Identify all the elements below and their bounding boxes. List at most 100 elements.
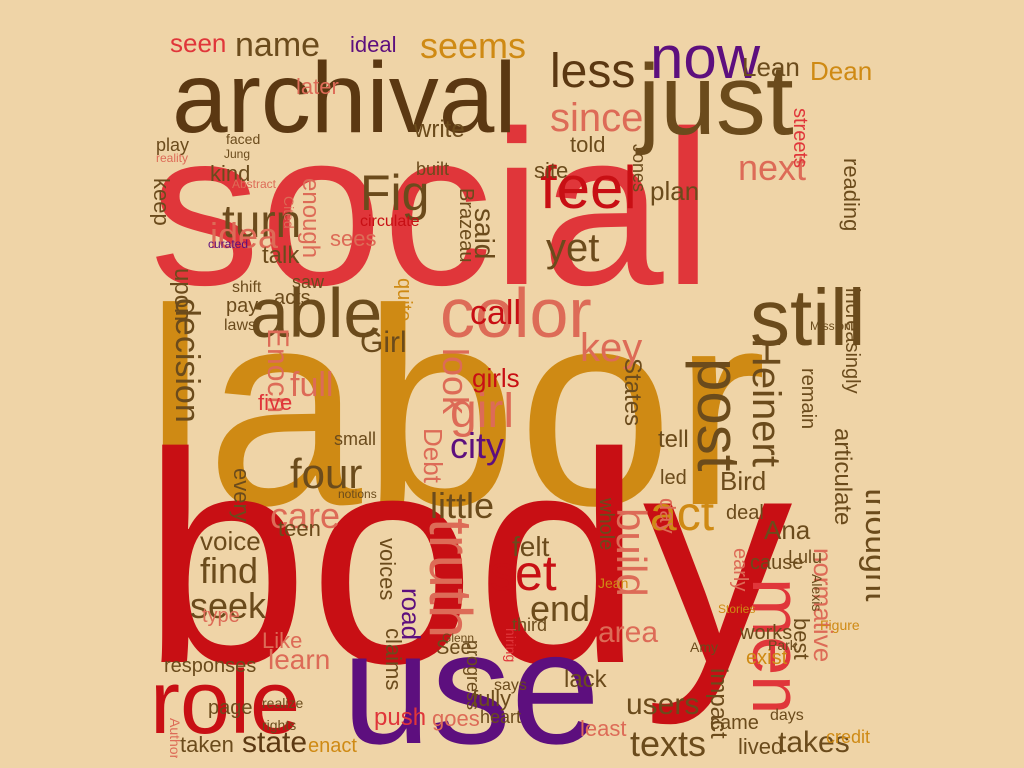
- word-state: state: [242, 726, 308, 758]
- word-author: Author: [167, 718, 183, 758]
- word-articulate: articulate: [829, 428, 856, 526]
- word-jones: Jones: [629, 144, 649, 193]
- word-social: social: [150, 85, 713, 331]
- word-jean: Jean: [598, 575, 629, 591]
- word-still: still: [750, 273, 866, 362]
- word-says: says: [494, 677, 527, 694]
- word-increasingly: increasingly: [841, 288, 863, 394]
- word-notions: notions: [338, 487, 377, 501]
- word-yet: yet: [546, 226, 600, 270]
- word-city: city: [450, 425, 504, 466]
- word-role: role: [150, 653, 301, 753]
- word-saw: saw: [292, 272, 325, 292]
- word-full: full: [290, 366, 334, 404]
- word-girls: girls: [472, 363, 520, 393]
- word-kind: kind: [210, 161, 251, 186]
- word-remain: remain: [797, 368, 819, 430]
- word-progress: progress: [463, 640, 483, 711]
- word-works: works: [740, 622, 793, 644]
- word-girl: Girl: [360, 326, 407, 359]
- word-seek: seek: [190, 585, 267, 626]
- word-small: small: [334, 429, 377, 449]
- word-glenn: Glenn: [442, 631, 475, 645]
- word-post: post: [685, 358, 752, 472]
- word-day: day: [655, 498, 680, 534]
- word-upon: upon: [169, 268, 196, 322]
- word-ana: Ana: [764, 515, 811, 545]
- word-less: less: [550, 45, 636, 98]
- word-jung: Jung: [224, 147, 251, 161]
- word-key: key: [580, 326, 643, 370]
- word-texts: texts: [630, 723, 707, 759]
- word-fully: fully: [472, 686, 512, 711]
- word-just: just: [638, 44, 794, 156]
- word-faced: faced: [226, 131, 261, 147]
- word-park: Park: [768, 637, 797, 653]
- word-responses: responses: [164, 655, 257, 677]
- word-heinert: Heinert: [744, 338, 788, 467]
- word-page: page: [208, 697, 253, 719]
- word-now: now: [650, 28, 761, 91]
- word-site: site: [534, 158, 569, 183]
- word-third: third: [512, 615, 548, 635]
- word-tell: tell: [658, 426, 689, 453]
- word-states: States: [619, 358, 646, 427]
- word-write: write: [414, 116, 465, 143]
- word-cause: cause: [750, 552, 804, 574]
- word-lulu: Lulu: [788, 547, 823, 567]
- word-type: type: [202, 605, 240, 627]
- word-see: See: [436, 637, 472, 659]
- word-fig: Fig: [360, 165, 430, 221]
- word-ideal: ideal: [350, 32, 397, 57]
- word-built: built: [416, 159, 450, 179]
- word-teen: teen: [278, 516, 321, 541]
- word-look: look: [435, 348, 476, 415]
- word-labor: labor: [150, 252, 767, 564]
- word-heart: heart: [480, 707, 522, 727]
- word-dean: Dean: [810, 56, 873, 86]
- word-felt: felt: [512, 531, 550, 562]
- word-enough: enough: [297, 178, 324, 259]
- word-five: five: [258, 390, 293, 415]
- word-early: early: [729, 548, 751, 592]
- word-next: next: [738, 147, 807, 188]
- word-truth: truth: [417, 518, 484, 639]
- word-led: led: [660, 467, 687, 489]
- word-learn: learn: [268, 644, 331, 675]
- word-find: find: [200, 550, 259, 591]
- word-hiring: hiring: [503, 628, 519, 663]
- word-care: care: [270, 495, 341, 536]
- word-able: able: [250, 274, 383, 352]
- word-four: four: [290, 450, 363, 497]
- word-cited: Cited: [281, 196, 297, 229]
- word-users: users: [626, 688, 700, 721]
- word-talk: talk: [262, 242, 300, 269]
- word-lived: lived: [738, 734, 784, 758]
- word-push: push: [374, 704, 427, 731]
- word-turn: turn: [222, 195, 302, 247]
- word-later: later: [296, 74, 339, 99]
- word-credit: credit: [826, 727, 871, 747]
- word-circulate: circulate: [360, 213, 420, 230]
- word-days: days: [770, 707, 804, 724]
- word-thought: thought: [858, 488, 880, 602]
- word-laws: laws: [224, 317, 257, 334]
- word-seen: seen: [170, 28, 227, 58]
- word-told: told: [570, 132, 606, 157]
- word-girl: girl: [450, 385, 515, 438]
- word-rights: rights: [262, 717, 297, 733]
- word-since: since: [550, 96, 644, 140]
- word-seems: seems: [420, 28, 527, 66]
- word-cloud: labor body social use debt archival just role co…: [150, 28, 880, 758]
- word-enact: enact: [308, 735, 357, 757]
- word-lean: Lean: [742, 52, 800, 82]
- word-bird: Bird: [720, 466, 767, 496]
- word-act: act: [650, 488, 715, 541]
- word-like: Like: [262, 628, 303, 653]
- word-alexis: Alexis: [809, 574, 825, 612]
- word-acts: acts: [274, 287, 311, 309]
- word-taken: taken: [180, 732, 234, 757]
- word-voices: voices: [375, 538, 400, 601]
- word-keep: keep: [150, 178, 174, 226]
- word-archival: archival: [172, 42, 517, 154]
